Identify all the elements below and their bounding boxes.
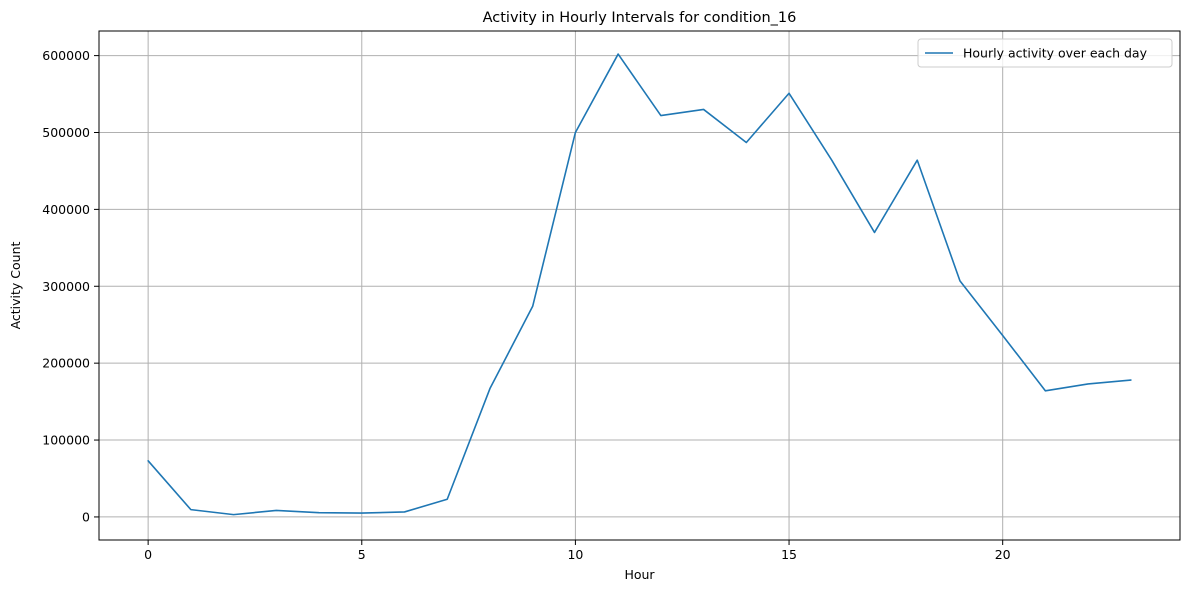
series-layer xyxy=(147,53,1132,516)
plot-area-frame xyxy=(98,30,1181,541)
x-tick-label: 5 xyxy=(358,547,366,562)
x-tick-label: 15 xyxy=(781,547,797,562)
y-tick-label: 200000 xyxy=(42,356,90,371)
series-line xyxy=(147,53,1132,516)
y-tick-label: 400000 xyxy=(42,202,90,217)
grid-lines xyxy=(99,31,1180,540)
y-tick-label: 100000 xyxy=(42,433,90,448)
x-tick-label: 20 xyxy=(995,547,1011,562)
y-axis-label: Activity Count xyxy=(8,241,23,329)
legend: Hourly activity over each day xyxy=(917,38,1173,68)
x-axis-ticks: 0 5 10 15 20 xyxy=(144,540,1011,562)
y-tick-label: 600000 xyxy=(42,48,90,63)
x-axis-label: Hour xyxy=(624,567,655,582)
x-tick-label: 0 xyxy=(144,547,152,562)
x-tick-label: 10 xyxy=(567,547,583,562)
legend-label: Hourly activity over each day xyxy=(963,46,1148,61)
y-axis-ticks: 0 100000 200000 300000 400000 500000 600000 xyxy=(42,48,99,524)
y-tick-label: 0 xyxy=(82,509,90,524)
chart-title: Activity in Hourly Intervals for conditi… xyxy=(483,10,797,26)
legend-box xyxy=(917,38,1173,68)
y-tick-label: 300000 xyxy=(42,279,90,294)
y-tick-label: 500000 xyxy=(42,125,90,140)
